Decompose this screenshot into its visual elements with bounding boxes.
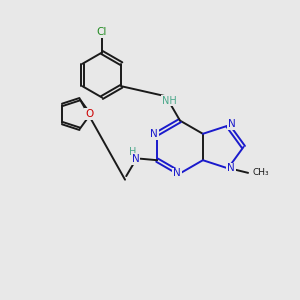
Text: O: O bbox=[85, 109, 93, 119]
Text: CH₃: CH₃ bbox=[253, 168, 269, 177]
Text: H: H bbox=[129, 147, 136, 157]
Text: Cl: Cl bbox=[97, 27, 107, 37]
Text: N: N bbox=[228, 119, 236, 129]
Text: N: N bbox=[132, 154, 140, 164]
Text: N: N bbox=[150, 129, 158, 139]
Text: N: N bbox=[227, 164, 235, 173]
Text: NH: NH bbox=[162, 95, 177, 106]
Text: N: N bbox=[173, 168, 181, 178]
